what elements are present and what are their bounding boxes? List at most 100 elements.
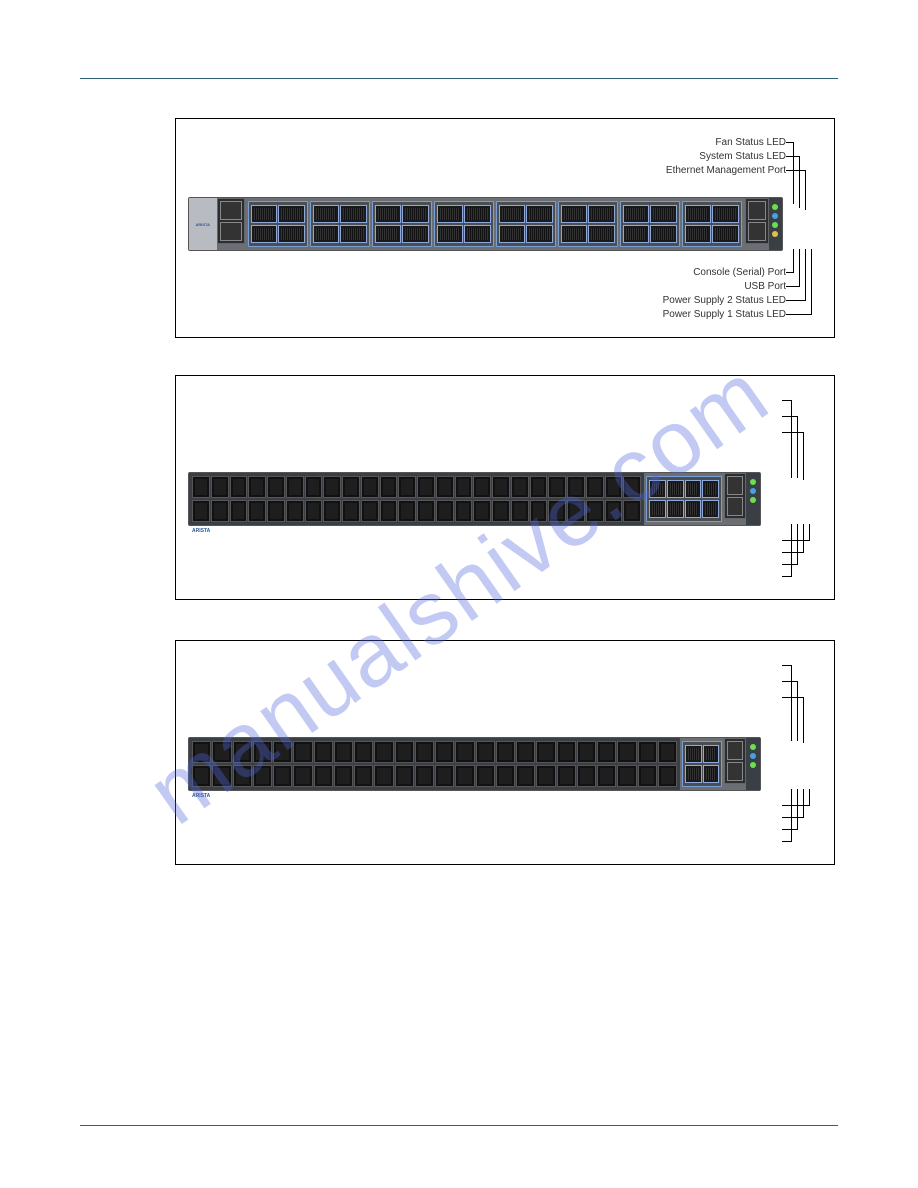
leader (794, 170, 806, 171)
qsfp-port (685, 205, 712, 223)
brand-badge: ARISTA (192, 793, 210, 799)
leader (791, 524, 792, 576)
leader (782, 805, 810, 806)
leader (782, 400, 792, 401)
qsfp-port (251, 225, 278, 243)
sfp-port (455, 741, 474, 763)
console-port (748, 201, 766, 220)
qsfp-port (561, 225, 588, 243)
qsfp-port (375, 205, 402, 223)
leader (782, 681, 798, 682)
switch-chassis-3 (188, 737, 761, 791)
sfp-port (597, 765, 616, 787)
brand-badge: ARISTA (189, 198, 217, 250)
callout-psu1: Power Supply 1 Status LED (663, 309, 786, 320)
sfp-port (536, 765, 555, 787)
qsfp-port (375, 225, 402, 243)
sfp-port (314, 741, 333, 763)
qsfp-port (685, 225, 712, 243)
qsfp-uplink-port (667, 500, 684, 518)
sfp-port (436, 476, 454, 498)
rj45-port (220, 222, 242, 241)
switch-chassis-2 (188, 472, 761, 526)
leader (782, 540, 810, 541)
qsfp-port (561, 205, 588, 223)
sfp-port (557, 765, 576, 787)
leader (799, 156, 800, 208)
rj45-port (727, 741, 743, 760)
sfp-port (436, 500, 454, 522)
sfp-port (496, 741, 515, 763)
leader (782, 841, 792, 842)
callout-usb: USB Port (744, 281, 786, 292)
callout-console: Console (Serial) Port (693, 267, 786, 278)
sfp-port (617, 765, 636, 787)
sfp-port (496, 765, 515, 787)
sys-led-icon (772, 213, 778, 219)
leader (786, 286, 794, 287)
leader (809, 789, 810, 805)
sfp-port (233, 765, 252, 787)
leader (786, 156, 794, 157)
footer-rule (80, 1125, 838, 1126)
sfp-port (617, 741, 636, 763)
qsfp-port (650, 205, 677, 223)
leader (794, 314, 812, 315)
rj45-port (727, 762, 743, 781)
leader (782, 552, 804, 553)
leader (797, 416, 798, 478)
sfp-port (398, 500, 416, 522)
qsfp-port (437, 205, 464, 223)
switch-chassis-1: ARISTA (188, 197, 783, 251)
uplink-qsfp-group (680, 738, 724, 790)
mgmt-ports-left (217, 198, 245, 244)
sfp-port (314, 765, 333, 787)
sfp-port (455, 500, 473, 522)
sfp-port (586, 476, 604, 498)
qsfp-uplink-port (703, 745, 720, 763)
qsfp-port (526, 205, 553, 223)
psu2-led-icon (772, 231, 778, 237)
qsfp-port (278, 205, 305, 223)
sfp-port (395, 741, 414, 763)
callout-eth-mgmt: Ethernet Management Port (666, 165, 786, 176)
leader (803, 697, 804, 743)
sfp-port (658, 765, 677, 787)
leader (811, 249, 812, 314)
sfp-port (455, 765, 474, 787)
sfp-port (267, 500, 285, 522)
sfp-port (530, 500, 548, 522)
sfp-port (417, 476, 435, 498)
sfp-port (435, 741, 454, 763)
qsfp-uplink-port (685, 500, 702, 518)
sfp-port (293, 741, 312, 763)
qsfp-port (402, 225, 429, 243)
mgmt-ports-right (724, 473, 746, 519)
leader (793, 142, 794, 204)
sfp-port (577, 765, 596, 787)
sfp-port (192, 476, 210, 498)
qsfp-uplink-port (702, 480, 719, 498)
sfp-port (548, 476, 566, 498)
sfp-port (511, 500, 529, 522)
leader (782, 576, 792, 577)
figure-3: ARISTA (175, 640, 835, 865)
leader (794, 156, 800, 157)
qsfp-port (712, 225, 739, 243)
sfp-port (248, 476, 266, 498)
leader (782, 697, 804, 698)
sfp-port (361, 476, 379, 498)
sfp-port (577, 741, 596, 763)
sfp-port (248, 500, 266, 522)
sfp-port (516, 741, 535, 763)
callout-psu2: Power Supply 2 Status LED (663, 295, 786, 306)
sfp-port (605, 500, 623, 522)
leader (786, 314, 794, 315)
qsfp-uplink-port (649, 480, 666, 498)
sfp-port (536, 741, 555, 763)
sfp-port-area (189, 738, 680, 790)
led-icon (750, 762, 756, 768)
sfp-port (638, 765, 657, 787)
leader (782, 432, 804, 433)
brand-badge: ARISTA (192, 528, 210, 534)
